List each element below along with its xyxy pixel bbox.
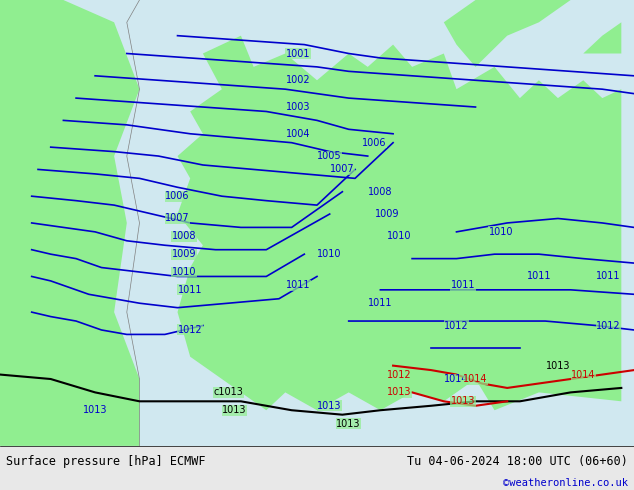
Text: Surface pressure [hPa] ECMWF: Surface pressure [hPa] ECMWF [6,455,206,468]
Text: 1014: 1014 [463,374,488,384]
Text: 1007: 1007 [330,165,354,174]
Text: 1013: 1013 [546,361,570,370]
Text: 1008: 1008 [172,231,196,242]
Text: 1011: 1011 [286,280,310,291]
Text: 1010: 1010 [172,267,196,277]
Text: 1012: 1012 [597,320,621,331]
Text: 1003: 1003 [286,102,310,112]
Text: 1012: 1012 [444,320,469,331]
Text: 1014: 1014 [571,369,595,380]
Text: 1005: 1005 [318,151,342,161]
Text: 1013: 1013 [83,405,107,415]
Text: 1013: 1013 [337,418,361,429]
Text: 1001: 1001 [286,49,310,58]
Text: 1006: 1006 [362,138,386,147]
Text: 1013: 1013 [318,401,342,411]
Text: c1013: c1013 [213,388,243,397]
Text: 1008: 1008 [368,187,392,197]
Text: 1011: 1011 [597,271,621,281]
Polygon shape [583,22,621,53]
Text: 1011: 1011 [451,280,475,291]
Text: 1011: 1011 [368,298,392,308]
Text: ©weatheronline.co.uk: ©weatheronline.co.uk [503,478,628,489]
Text: 1009: 1009 [375,209,399,219]
Text: 1013: 1013 [223,405,247,415]
Text: 1010: 1010 [489,227,513,237]
Text: 1002: 1002 [286,75,310,85]
Text: 1004: 1004 [286,129,310,139]
Polygon shape [444,0,571,67]
Text: 1012: 1012 [387,369,411,380]
Text: Tu 04-06-2024 18:00 UTC (06+60): Tu 04-06-2024 18:00 UTC (06+60) [407,455,628,468]
Text: 1011: 1011 [527,271,551,281]
Text: 1011: 1011 [178,285,202,295]
Text: 1010: 1010 [318,249,342,259]
Text: 1013: 1013 [451,396,475,406]
Text: 1010: 1010 [387,231,411,242]
Text: 1012: 1012 [178,325,202,335]
Text: 1009: 1009 [172,249,196,259]
Text: 1007: 1007 [165,214,190,223]
Polygon shape [558,98,590,121]
Text: 1006: 1006 [165,191,190,201]
Polygon shape [95,36,621,446]
Text: 1014: 1014 [444,374,469,384]
Text: 1013: 1013 [387,388,411,397]
Polygon shape [0,0,139,446]
